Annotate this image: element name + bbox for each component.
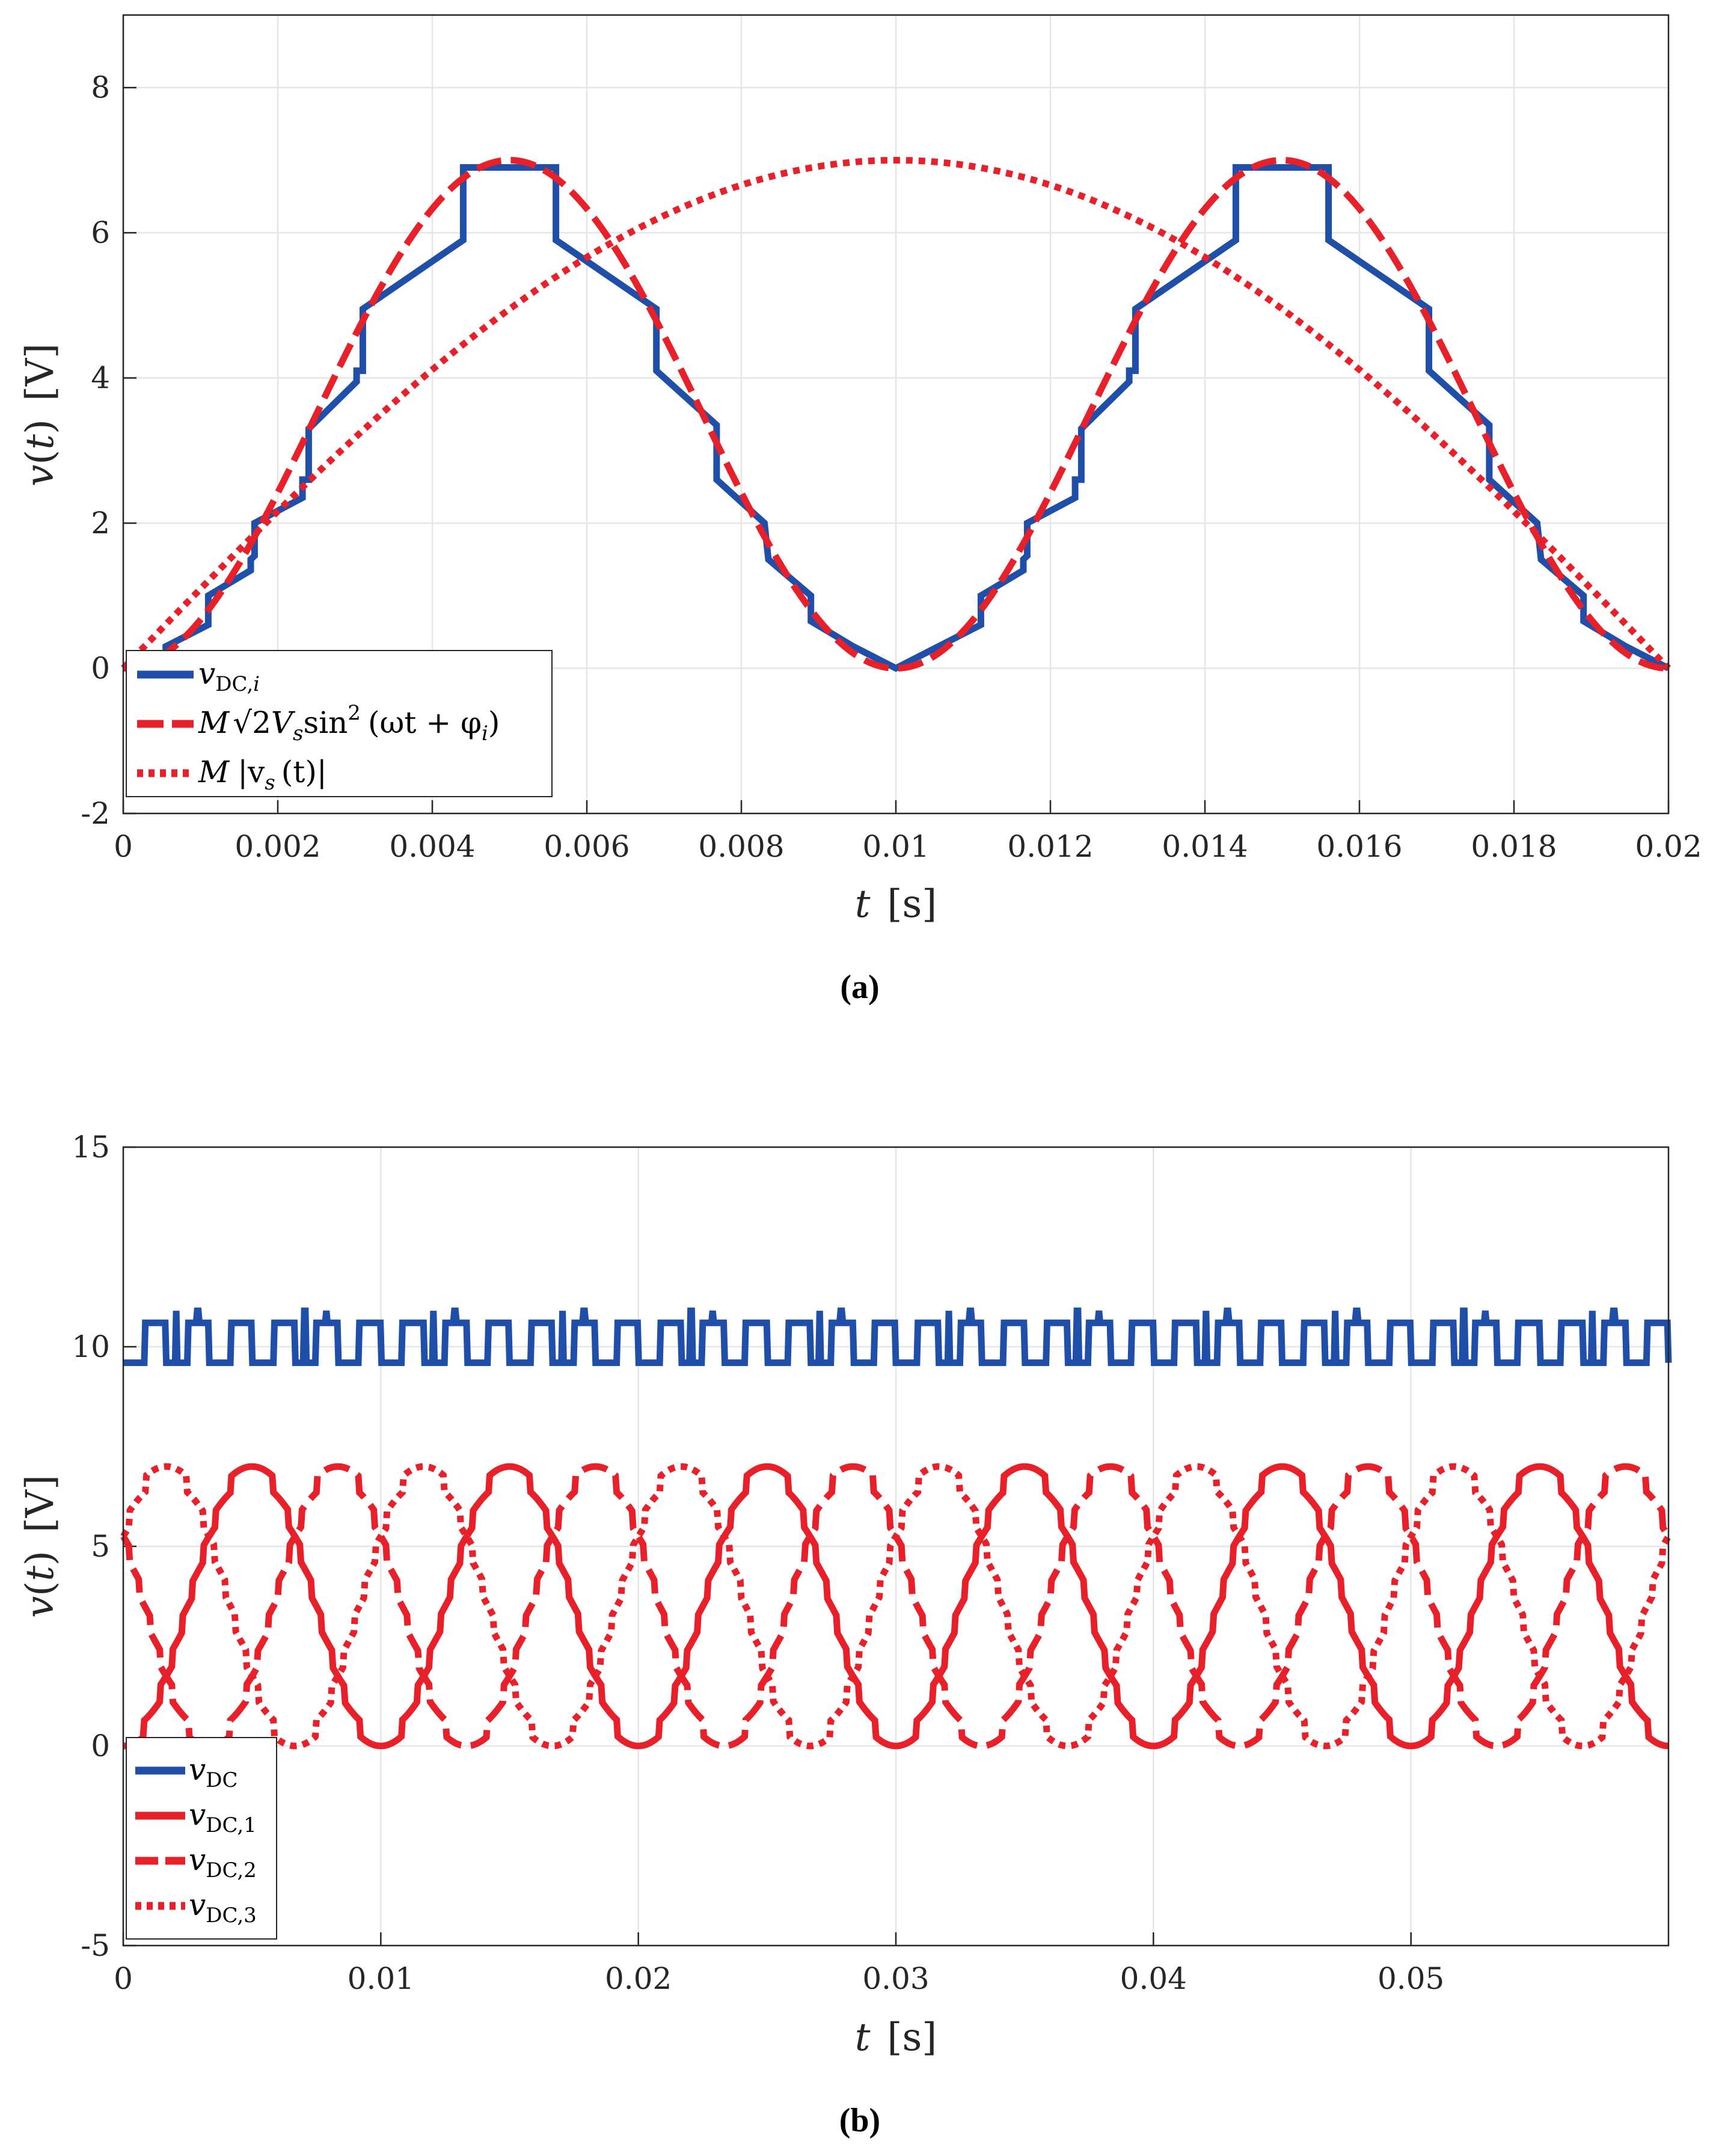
y-tick-label: 2 <box>91 506 110 541</box>
legend-b: vDC vDC,1 vDC,2 vDC,3 <box>126 1737 277 1940</box>
legend-label-msin2: M √2Vssin2 (ωt + φi) <box>198 701 500 746</box>
x-axis-label-b: t [s] <box>855 2015 937 2060</box>
y-tick-label: 10 <box>72 1329 110 1364</box>
x-tick-label: 0.018 <box>1471 829 1557 864</box>
series-line-b-1 <box>123 1463 1668 1750</box>
legend-label-vdci: vDC,i <box>198 656 260 696</box>
grid-a <box>122 15 1670 815</box>
x-tick-label: 0.03 <box>862 1961 929 1996</box>
x-tick-label: 0.04 <box>1120 1961 1187 1996</box>
legend-box-a <box>126 650 553 797</box>
x-tick-label: 0.006 <box>544 829 630 864</box>
x-tick-labels-a: 0 0.002 0.004 0.006 0.008 0.01 0.012 0.014 0.016… <box>114 829 1702 864</box>
series-line-b-0 <box>123 1307 1672 1367</box>
x-tick-label: 0.01 <box>348 1961 414 1996</box>
legend-label-vdc2: vDC,2 <box>189 1842 257 1882</box>
x-tick-label: 0.014 <box>1162 829 1248 864</box>
legend-label-mabs: M |vs (t)| <box>198 755 327 795</box>
x-tick-label: 0.01 <box>862 829 929 864</box>
legend-a: vDC,i M √2Vssin2 (ωt + φi) M |vs (t)| <box>126 650 553 797</box>
x-tick-label: 0.012 <box>1007 829 1093 864</box>
x-tick-label: 0.05 <box>1377 1961 1444 1996</box>
series-layer-b <box>120 1307 1672 1750</box>
x-tick-label: 0.02 <box>1635 829 1702 864</box>
series-line-a-0 <box>123 164 1670 672</box>
y-tick-label: -2 <box>81 796 110 831</box>
x-tick-label: 0.02 <box>605 1961 672 1996</box>
panel-label-a: (a) <box>840 969 879 1006</box>
series-line-a-2 <box>121 157 1671 671</box>
series-line-a-1 <box>123 157 1668 672</box>
y-tick-label: 8 <box>91 70 110 105</box>
x-tick-label: 0.016 <box>1316 829 1402 864</box>
x-tick-label: 0 <box>114 829 133 864</box>
chart-panel-a: 0 0.002 0.004 0.006 0.008 0.01 0.012 0.014 0.016… <box>18 14 1702 1006</box>
y-tick-label: 6 <box>91 215 110 250</box>
y-tick-label: 0 <box>91 1729 110 1763</box>
y-axis-label-a: v(t)[V] <box>18 343 63 486</box>
series-layer-a <box>121 157 1671 672</box>
x-tick-labels-b: 0 0.01 0.02 0.03 0.04 0.05 <box>114 1961 1444 1996</box>
y-axis-label-b: v(t)[V] <box>18 1475 63 1618</box>
y-tick-label: 4 <box>91 361 110 396</box>
plot-area-b <box>122 1146 1670 1947</box>
x-tick-label: 0.004 <box>389 829 475 864</box>
y-tick-label: -5 <box>81 1928 110 1963</box>
panel-label-b: (b) <box>839 2102 880 2139</box>
legend-label-vdc: vDC <box>189 1752 238 1792</box>
y-tick-label: 15 <box>72 1130 110 1165</box>
y-tick-labels-a: -2 0 2 4 6 8 <box>81 70 110 831</box>
y-tick-labels-b: -5 0 5 10 15 <box>72 1130 110 1963</box>
plot-area-a <box>122 14 1670 815</box>
x-axis-label-a: t [s] <box>855 882 937 926</box>
legend-label-vdc3: vDC,3 <box>189 1887 257 1928</box>
y-tick-label: 0 <box>91 651 110 686</box>
series-line-b-3 <box>120 1463 1672 1750</box>
y-tick-label: 5 <box>91 1529 110 1564</box>
x-tick-label: 0.008 <box>698 829 784 864</box>
x-tick-label: 0.002 <box>234 829 320 864</box>
legend-label-vdc1: vDC,1 <box>189 1797 257 1837</box>
x-tick-label: 0 <box>114 1961 133 1996</box>
